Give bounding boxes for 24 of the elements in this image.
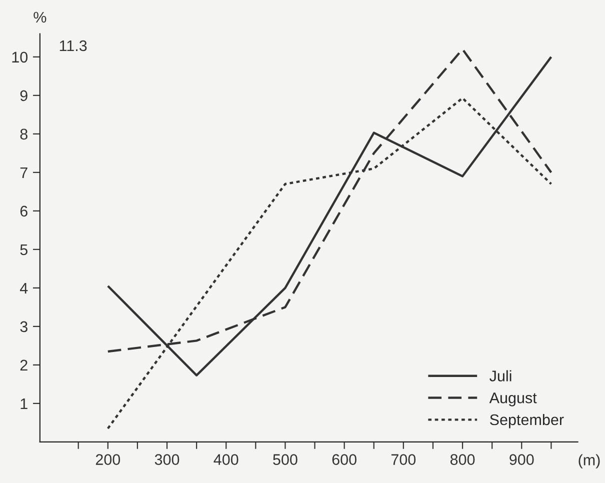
legend-label: September	[490, 414, 564, 428]
x-axis-title: (m)	[578, 454, 600, 468]
x-tick-label: 500	[273, 454, 298, 465]
y-tick-label: 4	[20, 282, 28, 294]
annotation: 11.3	[60, 40, 87, 52]
y-tick-label: 5	[20, 244, 28, 256]
y-tick-label: 2	[20, 360, 28, 370]
x-tick-label: 600	[332, 454, 356, 465]
y-tick-label: 9	[20, 90, 28, 102]
y-tick-label: 1	[20, 398, 28, 409]
x-tick-label: 200	[96, 454, 120, 465]
x-tick-label: 700	[391, 454, 416, 465]
y-axis-title: %	[34, 12, 46, 23]
y-tick-label: 6	[20, 206, 28, 217]
y-tick-label: 3	[20, 321, 28, 332]
x-tick-label: 800	[450, 454, 475, 465]
y-tick-label: 8	[20, 128, 28, 140]
x-tick-label: 900	[510, 454, 534, 465]
x-tick-label: 300	[154, 454, 180, 465]
y-tick-label: 7	[20, 167, 28, 178]
legend-label: August	[489, 392, 537, 406]
x-tick-label: 400	[214, 454, 238, 465]
y-tick-label: 10	[12, 52, 28, 63]
legend-label: Juli	[490, 370, 512, 382]
